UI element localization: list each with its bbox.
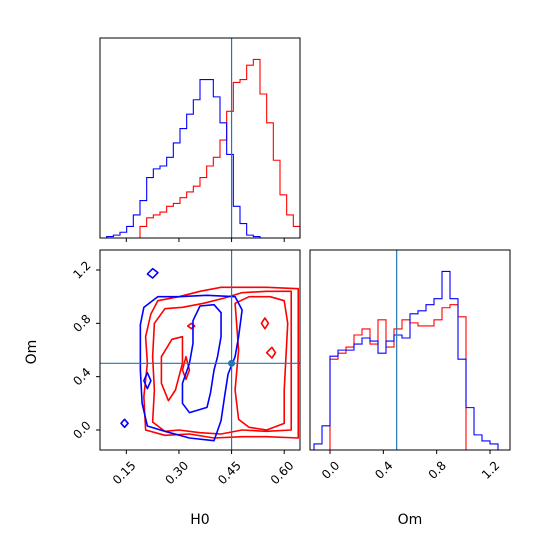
contour-red-0	[143, 286, 300, 439]
h0-histogram-series-red	[139, 58, 301, 238]
contour-group	[120, 267, 300, 442]
truth-point	[228, 359, 236, 367]
om-y-tick-label: 0.0	[70, 418, 93, 441]
contour-red-2	[234, 295, 289, 431]
h0-axis-tick-label: 0.15	[110, 458, 139, 487]
om-histogram-series-blue	[313, 270, 499, 450]
h0-axis-tick-label: 0.45	[215, 458, 244, 487]
om-histogram-panel: 0.0 0.4 0.8 1.2	[309, 249, 511, 482]
x-axis-label-h0: H0	[190, 512, 209, 528]
h0-axis-tick-label: 0.30	[162, 458, 191, 487]
om-histogram-series-red	[329, 304, 467, 450]
contour-blue-2	[146, 267, 159, 279]
contour-frame	[99, 249, 301, 451]
contour-blue-1	[181, 303, 222, 414]
h0-histogram-series-blue	[100, 79, 261, 239]
om-y-tick-label: 0.8	[70, 312, 93, 335]
h0-histogram-panel	[99, 37, 301, 242]
contour-blue-4	[143, 371, 152, 390]
contour-red-7	[186, 322, 196, 330]
om-axis-tick-label: 0.0	[319, 458, 342, 481]
om-y-tick-label: 0.4	[70, 365, 93, 388]
x-axis-label-om: Om	[398, 512, 423, 528]
contour-red-5	[260, 317, 270, 330]
contour-red-1	[151, 290, 293, 435]
om-axis-tick-label: 0.4	[372, 458, 395, 481]
contour-blue-3	[120, 418, 129, 429]
contour-blue-0	[139, 294, 243, 442]
contour-red-6	[265, 346, 277, 359]
contour-red-3	[160, 335, 184, 402]
om-axis-tick-label: 0.8	[426, 458, 449, 481]
y-axis-label-om: Om	[24, 340, 40, 365]
h0-histogram-frame	[99, 37, 301, 239]
om-histogram-frame	[309, 249, 511, 451]
h0-om-contour-panel: 0.15 0.30 0.45 0.60 0.0 0.4 0.8 1.2	[70, 249, 301, 487]
om-y-tick-label: 1.2	[70, 258, 93, 281]
om-axis-tick-label: 1.2	[479, 458, 502, 481]
h0-axis-tick-label: 0.60	[268, 458, 297, 487]
